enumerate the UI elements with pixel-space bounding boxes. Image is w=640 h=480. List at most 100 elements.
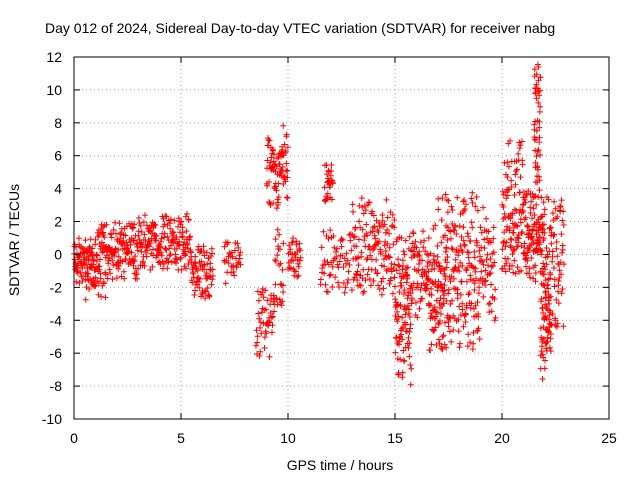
data-point — [277, 260, 284, 267]
data-point — [486, 309, 493, 316]
data-point — [110, 261, 117, 268]
axis-ticks — [73, 56, 610, 420]
data-point — [207, 260, 214, 267]
data-point — [554, 213, 561, 220]
data-point — [551, 231, 558, 238]
data-point — [488, 263, 495, 270]
data-point — [540, 310, 547, 317]
data-point — [254, 288, 261, 295]
data-point — [110, 226, 117, 233]
data-point — [358, 249, 365, 256]
data-point — [192, 287, 199, 294]
data-point — [390, 265, 397, 272]
data-point — [409, 286, 416, 293]
data-point — [488, 308, 495, 315]
data-point — [340, 263, 347, 270]
data-point — [324, 195, 331, 202]
data-point — [295, 263, 302, 270]
data-point — [470, 329, 477, 336]
data-point — [462, 311, 469, 318]
data-point — [385, 253, 392, 260]
data-point — [381, 263, 388, 270]
data-point — [517, 142, 524, 149]
data-point — [549, 248, 556, 255]
data-point — [141, 231, 148, 238]
data-point — [466, 290, 473, 296]
data-point — [527, 210, 534, 217]
data-point — [92, 236, 99, 243]
data-point — [371, 232, 378, 239]
data-point — [536, 124, 543, 131]
data-point — [531, 136, 538, 143]
data-point — [261, 345, 268, 352]
data-point — [448, 338, 455, 345]
data-point — [264, 182, 271, 189]
data-point — [535, 173, 542, 180]
data-point — [272, 256, 279, 263]
data-point — [441, 341, 448, 348]
data-point — [359, 204, 366, 211]
data-point — [328, 162, 335, 169]
data-point — [268, 329, 275, 336]
data-point — [291, 267, 298, 274]
data-point — [284, 144, 291, 151]
data-point — [415, 261, 422, 268]
data-point — [425, 268, 432, 275]
data-point — [478, 244, 485, 251]
data-point — [82, 296, 89, 303]
data-point — [547, 347, 554, 354]
data-point — [356, 202, 363, 209]
data-point — [330, 233, 337, 240]
data-point — [533, 219, 540, 226]
data-point — [420, 244, 427, 251]
data-point — [389, 211, 396, 218]
data-point — [395, 313, 402, 320]
data-point — [537, 74, 544, 81]
data-point — [82, 237, 89, 244]
data-point — [324, 190, 331, 197]
data-point — [524, 257, 531, 264]
data-point — [406, 306, 413, 313]
data-point — [556, 274, 563, 281]
data-point — [527, 204, 534, 211]
data-point — [507, 137, 514, 144]
data-point — [460, 198, 467, 205]
data-point — [414, 314, 421, 321]
data-point — [537, 151, 544, 158]
data-point — [410, 230, 417, 237]
data-point — [518, 242, 525, 249]
data-point — [471, 280, 478, 287]
data-point — [97, 275, 104, 282]
data-point — [107, 230, 114, 237]
data-point — [236, 252, 243, 259]
data-point — [447, 228, 454, 235]
data-point — [393, 334, 400, 341]
data-point — [555, 288, 562, 295]
data-point — [460, 224, 467, 231]
data-point — [482, 277, 489, 284]
data-point — [483, 215, 490, 222]
data-point — [328, 196, 335, 203]
data-point — [467, 305, 474, 312]
data-point — [131, 237, 138, 244]
data-point — [394, 308, 401, 315]
data-point — [451, 227, 458, 234]
data-point — [549, 253, 556, 260]
data-point — [519, 138, 525, 145]
data-point — [181, 252, 188, 259]
data-point — [465, 291, 472, 298]
data-point — [539, 222, 546, 229]
data-point — [334, 261, 341, 268]
data-point — [427, 250, 434, 257]
data-point — [284, 174, 291, 181]
data-point — [273, 187, 280, 194]
data-point — [413, 267, 420, 274]
data-point — [550, 265, 557, 272]
data-point — [120, 268, 127, 275]
data-point — [230, 262, 237, 269]
data-point — [501, 238, 508, 245]
data-point — [478, 229, 485, 236]
data-point — [360, 290, 367, 297]
data-point — [509, 212, 516, 219]
data-point — [514, 234, 521, 241]
